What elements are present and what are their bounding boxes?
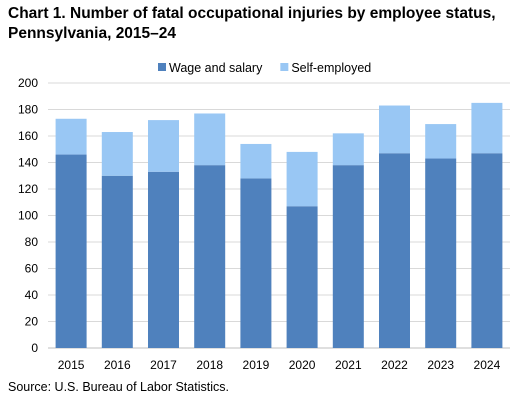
bar-self-employed-2021 [332, 133, 364, 166]
bar-wage-and-salary-2018 [194, 165, 226, 348]
x-tick-label: 2023 [427, 358, 454, 372]
bar-wage-and-salary-2017 [148, 171, 179, 348]
y-tick-label: 80 [25, 235, 39, 249]
bar-self-employed-2022 [379, 105, 410, 154]
y-tick-label: 40 [25, 288, 39, 302]
bar-self-employed-2020 [286, 151, 318, 207]
bar-wage-and-salary-2020 [286, 206, 318, 348]
source-note: Source: U.S. Bureau of Labor Statistics. [8, 380, 229, 394]
bar-wage-and-salary-2019 [240, 178, 272, 348]
x-tick-label: 2015 [58, 358, 85, 372]
legend-swatch [158, 63, 166, 71]
x-tick-label: 2019 [243, 358, 270, 372]
y-tick-label: 0 [31, 341, 38, 355]
y-tick-label: 180 [18, 103, 38, 117]
y-tick-label: 200 [18, 76, 38, 90]
bar-self-employed-2015 [55, 118, 87, 155]
y-tick-label: 120 [18, 182, 38, 196]
bar-wage-and-salary-2024 [471, 153, 503, 348]
bar-self-employed-2017 [148, 120, 179, 172]
bar-self-employed-2019 [240, 143, 272, 179]
bar-self-employed-2018 [194, 113, 226, 166]
x-tick-label: 2021 [335, 358, 362, 372]
x-tick-label: 2018 [196, 358, 223, 372]
legend-label: Wage and salary [169, 61, 263, 75]
x-tick-label: 2016 [104, 358, 131, 372]
bar-self-employed-2023 [425, 124, 457, 159]
y-tick-label: 100 [18, 209, 38, 223]
y-tick-label: 60 [25, 262, 39, 276]
x-tick-label: 2024 [474, 358, 501, 372]
legend-swatch [280, 63, 289, 71]
y-tick-label: 20 [25, 315, 39, 329]
chart-title: Chart 1. Number of fatal occupational in… [8, 5, 496, 42]
bar-wage-and-salary-2022 [379, 153, 410, 348]
bar-wage-and-salary-2023 [425, 158, 457, 348]
bar-wage-and-salary-2021 [332, 165, 364, 348]
x-tick-label: 2017 [150, 358, 177, 372]
x-tick-label: 2020 [289, 358, 316, 372]
legend-label: Self-employed [291, 61, 371, 75]
y-tick-label: 160 [18, 129, 38, 143]
y-tick-label: 140 [18, 156, 38, 170]
bar-self-employed-2016 [101, 132, 133, 176]
bar-wage-and-salary-2016 [101, 175, 133, 348]
bar-self-employed-2024 [471, 102, 503, 154]
bar-wage-and-salary-2015 [55, 154, 87, 348]
x-tick-label: 2022 [381, 358, 408, 372]
